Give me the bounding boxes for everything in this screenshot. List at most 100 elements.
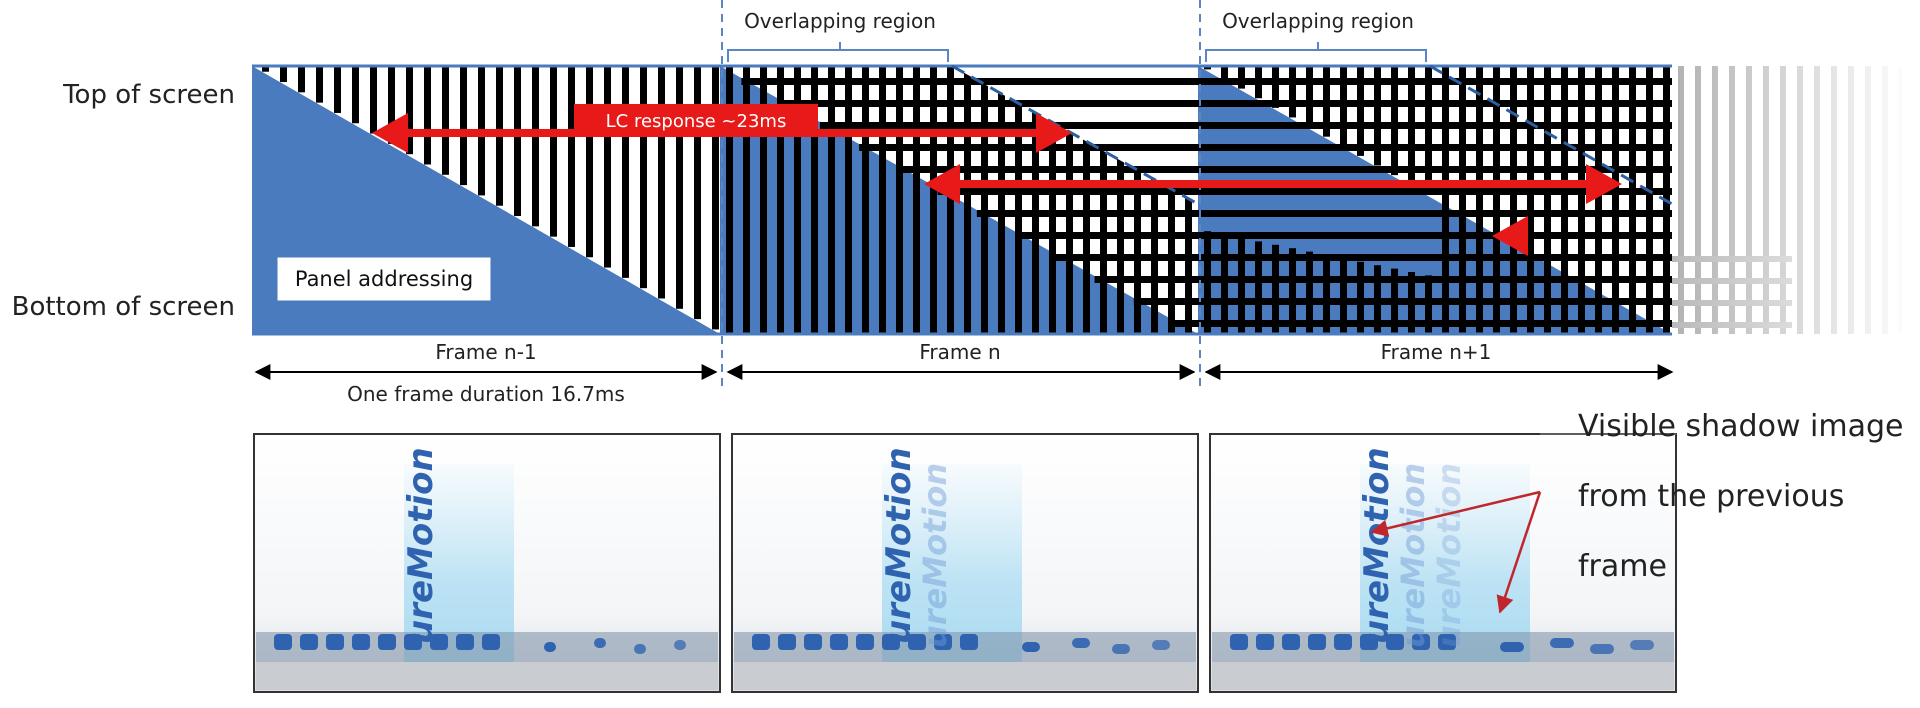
stripe-v: [1612, 66, 1619, 334]
figure-moving: [594, 638, 606, 648]
figure: [300, 634, 318, 650]
figure: [934, 634, 952, 650]
stripe-v: [424, 66, 431, 165]
stripe-v: [514, 66, 521, 217]
stripe-v-lower: [1425, 275, 1432, 334]
stripe-v: [1255, 66, 1262, 99]
callout-line-1: Visible shadow image: [1578, 409, 1903, 444]
stripe-v: [1015, 66, 1022, 334]
callout-arrow-1: [1370, 490, 1541, 537]
stripe-v: [694, 66, 701, 320]
next-frame-fade: [1672, 60, 1902, 340]
figure: [326, 634, 344, 650]
stripe-v: [1306, 66, 1313, 128]
stripe-v-lower: [1391, 268, 1398, 334]
stripe-v-lower: [1272, 244, 1279, 334]
stripe-v: [1100, 66, 1107, 334]
stripe-v: [1032, 66, 1039, 334]
figure: [1334, 634, 1352, 650]
stripe-v-lower: [1204, 231, 1211, 334]
stripe-v: [1476, 66, 1483, 334]
stripe-v: [1134, 66, 1141, 334]
stripe-v: [1646, 66, 1653, 334]
sign-text: ureMotion: [1357, 447, 1397, 644]
stripe-h: [1198, 100, 1672, 107]
photo-frame-n-1: ureMotion: [253, 433, 721, 693]
sign-glow: [1360, 464, 1530, 662]
stripe-v: [1527, 66, 1534, 334]
stripe-h: [1198, 166, 1672, 173]
panel-addressing-label: Panel addressing: [295, 267, 473, 291]
stripe-h: [1198, 254, 1672, 261]
stripe-v: [1151, 66, 1158, 334]
figure: [804, 634, 822, 650]
figure: [830, 634, 848, 650]
stripe-v: [460, 66, 467, 186]
stripe-v: [1272, 66, 1279, 108]
figure-moving: [674, 640, 686, 650]
stripe-v: [406, 66, 413, 155]
stripe-v: [726, 66, 733, 334]
sign-glow: [404, 464, 514, 662]
stripe-v: [262, 66, 269, 72]
sign-glow: [882, 464, 1022, 662]
lc-arrow-2: [924, 164, 1622, 204]
stripe-h: [1198, 122, 1672, 129]
figure: [1308, 634, 1326, 650]
stripe-v: [913, 66, 920, 334]
panel-addressing-box: Panel addressing: [277, 257, 491, 301]
stripe-v: [388, 66, 395, 144]
stripe-v: [1204, 66, 1211, 70]
stripe-v: [811, 66, 818, 334]
stripe-v-lower: [1255, 241, 1262, 334]
stripe-v-lower: [1221, 234, 1228, 334]
ground-band: [734, 662, 1196, 690]
stripe-h: [1173, 320, 1198, 327]
figure: [456, 634, 474, 650]
figure: [430, 634, 448, 650]
stripe-v: [1066, 66, 1073, 334]
stripe-v: [1561, 66, 1568, 334]
stripe-v: [896, 66, 903, 334]
figure: [378, 634, 396, 650]
stripe-v: [550, 66, 557, 237]
figure: [1282, 634, 1300, 650]
figure: [482, 634, 500, 650]
figure: [882, 634, 900, 650]
stripe-v: [280, 66, 287, 83]
stripe-v: [604, 66, 611, 268]
sign-text-ghost: ureMotion: [916, 463, 954, 648]
bottom-of-screen-label: Bottom of screen: [12, 292, 235, 322]
callout-line-2: from the previous: [1578, 479, 1844, 514]
overlap-bracket-1: Overlapping region: [727, 9, 949, 62]
frame-n-1-label: Frame n-1: [435, 340, 536, 364]
figure: [1412, 634, 1430, 650]
stripe-h: [1198, 188, 1672, 195]
figure-moving: [1590, 644, 1614, 654]
figure: [1438, 634, 1456, 650]
figure: [908, 634, 926, 650]
stripe-v: [676, 66, 683, 309]
stripe-v: [1425, 66, 1432, 195]
stripe-h: [1198, 298, 1672, 305]
stripe-v: [1629, 66, 1636, 334]
figure-moving: [1550, 638, 1574, 648]
figure: [404, 634, 422, 650]
shadow-callout: Visible shadow image from the previous f…: [1370, 409, 1903, 614]
stripe-h: [1198, 276, 1672, 283]
stripe-v: [658, 66, 665, 299]
sign-text-ghost: ureMotion: [1430, 463, 1468, 648]
stripe-v: [1238, 66, 1245, 89]
figure: [752, 634, 770, 650]
stripe-v: [622, 66, 629, 278]
stripe-v-lower: [1323, 255, 1330, 334]
figure: [1386, 634, 1404, 650]
stripe-v: [981, 66, 988, 334]
overlap-bracket-2: Overlapping region: [1205, 9, 1427, 62]
stripe-v: [712, 66, 719, 330]
stripe-v: [1323, 66, 1330, 137]
